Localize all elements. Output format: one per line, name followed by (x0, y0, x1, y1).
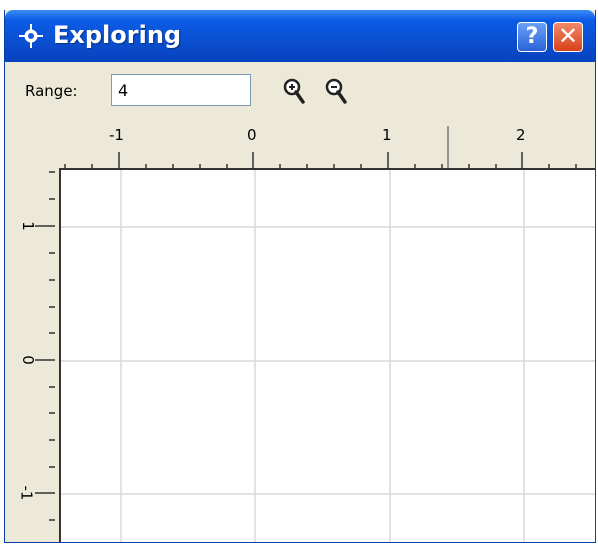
toolbar: Range: (5, 62, 595, 116)
range-label: Range: (25, 82, 78, 100)
close-button[interactable]: ✕ (553, 22, 583, 52)
vertical-ruler-ticks (35, 171, 55, 521)
zoom-in-icon[interactable] (281, 76, 307, 106)
x-tick-label: 0 (247, 126, 257, 144)
x-tick-label: -1 (109, 126, 124, 144)
range-input[interactable] (111, 74, 251, 106)
vertical-ruler: 1 0 -1 (5, 171, 55, 542)
graph-canvas[interactable] (59, 168, 595, 542)
horizontal-ruler-ticks (59, 126, 595, 170)
help-button[interactable]: ? (517, 22, 547, 52)
window-title: Exploring (53, 21, 182, 49)
grid (61, 170, 595, 542)
x-tick-label: 1 (382, 126, 392, 144)
crosshair-icon (19, 24, 43, 48)
title-bar[interactable]: Exploring ? ✕ (5, 10, 595, 62)
horizontal-ruler: -1 0 1 2 (55, 116, 595, 171)
zoom-out-icon[interactable] (323, 76, 349, 106)
exploring-window: Exploring ? ✕ Range: -1 0 1 2 (4, 10, 596, 543)
plot-area[interactable]: -1 0 1 2 (5, 116, 595, 542)
x-tick-label: 2 (516, 126, 526, 144)
